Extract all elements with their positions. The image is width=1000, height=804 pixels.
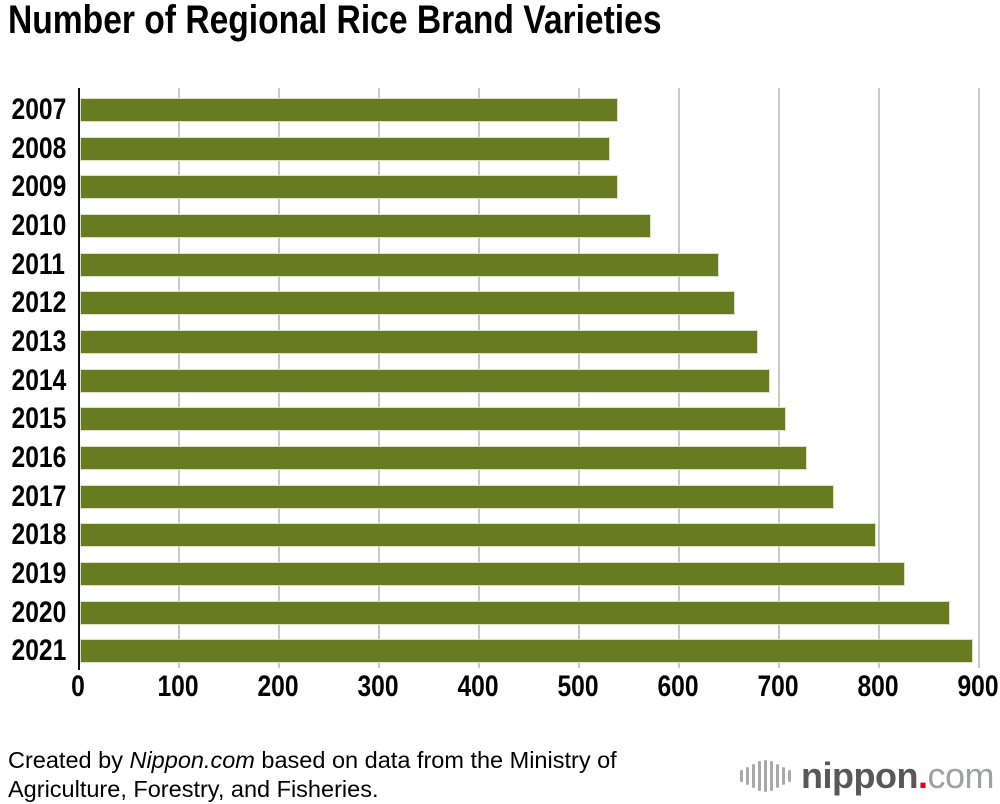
y-tick-label-2009: 2009 — [11, 170, 67, 204]
soundwave-bar — [739, 770, 743, 782]
y-tick-label-2007: 2007 — [11, 93, 67, 126]
x-tick-label-700: 700 — [757, 670, 799, 703]
logo-com: com — [927, 755, 994, 796]
bar-2014 — [80, 368, 770, 393]
bar-2013 — [80, 330, 758, 355]
bar-2011 — [80, 252, 719, 277]
bar-2018 — [80, 523, 876, 548]
soundwave-icon — [738, 756, 792, 796]
x-tick-label-400: 400 — [457, 670, 499, 703]
logo-nippon: nippon — [801, 755, 918, 796]
soundwave-bar — [751, 764, 755, 788]
soundwave-bar — [763, 760, 767, 792]
plot-area — [78, 88, 990, 670]
credit-source: Nippon.com — [129, 747, 255, 773]
bar-2020 — [80, 600, 950, 625]
nippon-logo-text: nippon.com — [801, 753, 994, 799]
bar-2010 — [80, 214, 651, 238]
y-tick-label-2015: 2015 — [11, 402, 67, 436]
bar-2015 — [80, 407, 786, 432]
credit-suffix: based on data from the Ministry of Agric… — [8, 747, 617, 802]
y-tick-label-2013: 2013 — [11, 325, 67, 359]
bar-2021 — [80, 639, 973, 664]
gridline-700 — [778, 88, 780, 668]
y-tick-label-2012: 2012 — [11, 286, 67, 320]
x-tick-label-300: 300 — [357, 670, 399, 703]
bar-2009 — [80, 175, 618, 200]
x-tick-label-200: 200 — [257, 670, 299, 703]
y-tick-label-2008: 2008 — [11, 131, 67, 165]
soundwave-bar — [769, 761, 773, 791]
y-tick-label-2010: 2010 — [11, 209, 67, 242]
x-tick-label-100: 100 — [157, 670, 199, 703]
x-tick-label-0: 0 — [71, 670, 85, 703]
credit-prefix: Created by — [8, 747, 130, 773]
y-tick-label-2017: 2017 — [11, 479, 67, 513]
x-tick-label-500: 500 — [557, 670, 599, 703]
y-tick-label-2018: 2018 — [11, 518, 67, 552]
soundwave-bar — [757, 761, 761, 791]
credit-text: Created by Nippon.com based on data from… — [8, 746, 708, 803]
bar-2007 — [80, 98, 618, 122]
x-tick-label-600: 600 — [657, 670, 699, 703]
bar-2012 — [80, 291, 735, 316]
y-axis-line — [78, 88, 80, 670]
y-tick-label-2014: 2014 — [11, 363, 67, 397]
y-tick-label-2021: 2021 — [11, 634, 67, 668]
logo-dot: . — [917, 755, 928, 796]
bar-2008 — [80, 136, 610, 161]
y-tick-label-2019: 2019 — [11, 557, 67, 591]
bar-2016 — [80, 446, 807, 471]
gridline-800 — [878, 88, 880, 668]
y-tick-label-2016: 2016 — [11, 441, 67, 475]
x-tick-label-800: 800 — [857, 670, 899, 703]
bar-2019 — [80, 562, 905, 587]
y-tick-label-2020: 2020 — [11, 595, 67, 629]
y-tick-label-2011: 2011 — [11, 247, 65, 281]
x-tick-label-900: 900 — [957, 670, 999, 703]
gridline-900 — [978, 88, 980, 668]
bar-2017 — [80, 484, 834, 509]
nippon-logo: nippon.com — [738, 753, 994, 799]
soundwave-bar — [745, 767, 749, 785]
soundwave-bar — [787, 770, 791, 782]
chart-title: Number of Regional Rice Brand Varieties — [8, 0, 662, 42]
soundwave-bar — [775, 764, 779, 788]
soundwave-bar — [781, 767, 785, 785]
